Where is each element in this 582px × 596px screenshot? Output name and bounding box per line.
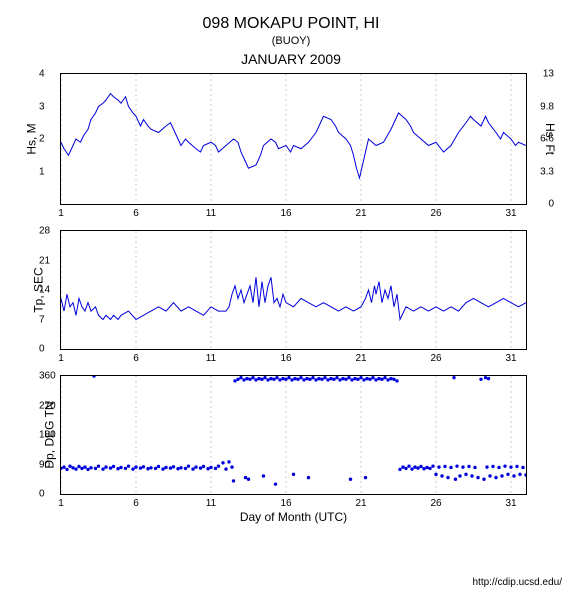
xtick: 31 xyxy=(505,208,516,219)
ytick: 0 xyxy=(39,344,45,355)
xtick: 26 xyxy=(430,353,441,364)
xtick: 26 xyxy=(430,208,441,219)
xlabel: Day of Month (UTC) xyxy=(60,510,527,524)
ytick: 2 xyxy=(39,134,45,145)
xtick: 1 xyxy=(58,498,64,509)
ytick: 90 xyxy=(39,459,50,470)
ytick: 28 xyxy=(39,226,50,237)
xtick: 16 xyxy=(280,208,291,219)
xtick: 16 xyxy=(280,353,291,364)
xtick: 16 xyxy=(280,498,291,509)
xtick: 11 xyxy=(206,208,216,219)
ytick-right: 13 xyxy=(543,69,554,80)
panel-tp: Tp, SEC 07142128161116212631 xyxy=(60,230,527,350)
ytick: 14 xyxy=(39,285,50,296)
chart-subtitle: (BUOY) xyxy=(0,35,582,47)
ytick: 7 xyxy=(39,314,45,325)
xtick: 21 xyxy=(355,353,366,364)
ytick: 180 xyxy=(39,430,56,441)
xtick: 6 xyxy=(133,353,139,364)
ylabel-hs: Hs, M xyxy=(25,123,39,154)
ytick: 3 xyxy=(39,101,45,112)
xtick: 1 xyxy=(58,353,64,364)
panel-hs: Hs, M Hs, Ft 123403.36.69.81316111621263… xyxy=(60,73,527,205)
ytick: 0 xyxy=(39,489,45,500)
ytick: 270 xyxy=(39,400,56,411)
panel-dp: Dp, DEG TN 090180270360161116212631 xyxy=(60,375,527,495)
ytick: 21 xyxy=(39,255,50,266)
xtick: 26 xyxy=(430,498,441,509)
ytick: 1 xyxy=(39,166,45,177)
ytick-right: 3.3 xyxy=(540,166,554,177)
xtick: 6 xyxy=(133,498,139,509)
xtick: 31 xyxy=(505,353,516,364)
ytick: 360 xyxy=(39,371,56,382)
xtick: 21 xyxy=(355,498,366,509)
xtick: 11 xyxy=(206,353,216,364)
xtick: 11 xyxy=(206,498,216,509)
ytick-right: 9.8 xyxy=(540,101,554,112)
xtick: 1 xyxy=(58,208,64,219)
ytick-right: 6.6 xyxy=(540,134,554,145)
chart-title: 098 MOKAPU POINT, HI xyxy=(0,15,582,33)
footer-link: http://cdip.ucsd.edu/ xyxy=(472,577,562,588)
chart-period: JANUARY 2009 xyxy=(0,51,582,67)
ytick: 4 xyxy=(39,69,45,80)
ytick-right: 0 xyxy=(548,199,554,210)
xtick: 6 xyxy=(133,208,139,219)
chart-area: Hs, M Hs, Ft 123403.36.69.81316111621263… xyxy=(60,73,527,524)
xtick: 31 xyxy=(505,498,516,509)
xtick: 21 xyxy=(355,208,366,219)
